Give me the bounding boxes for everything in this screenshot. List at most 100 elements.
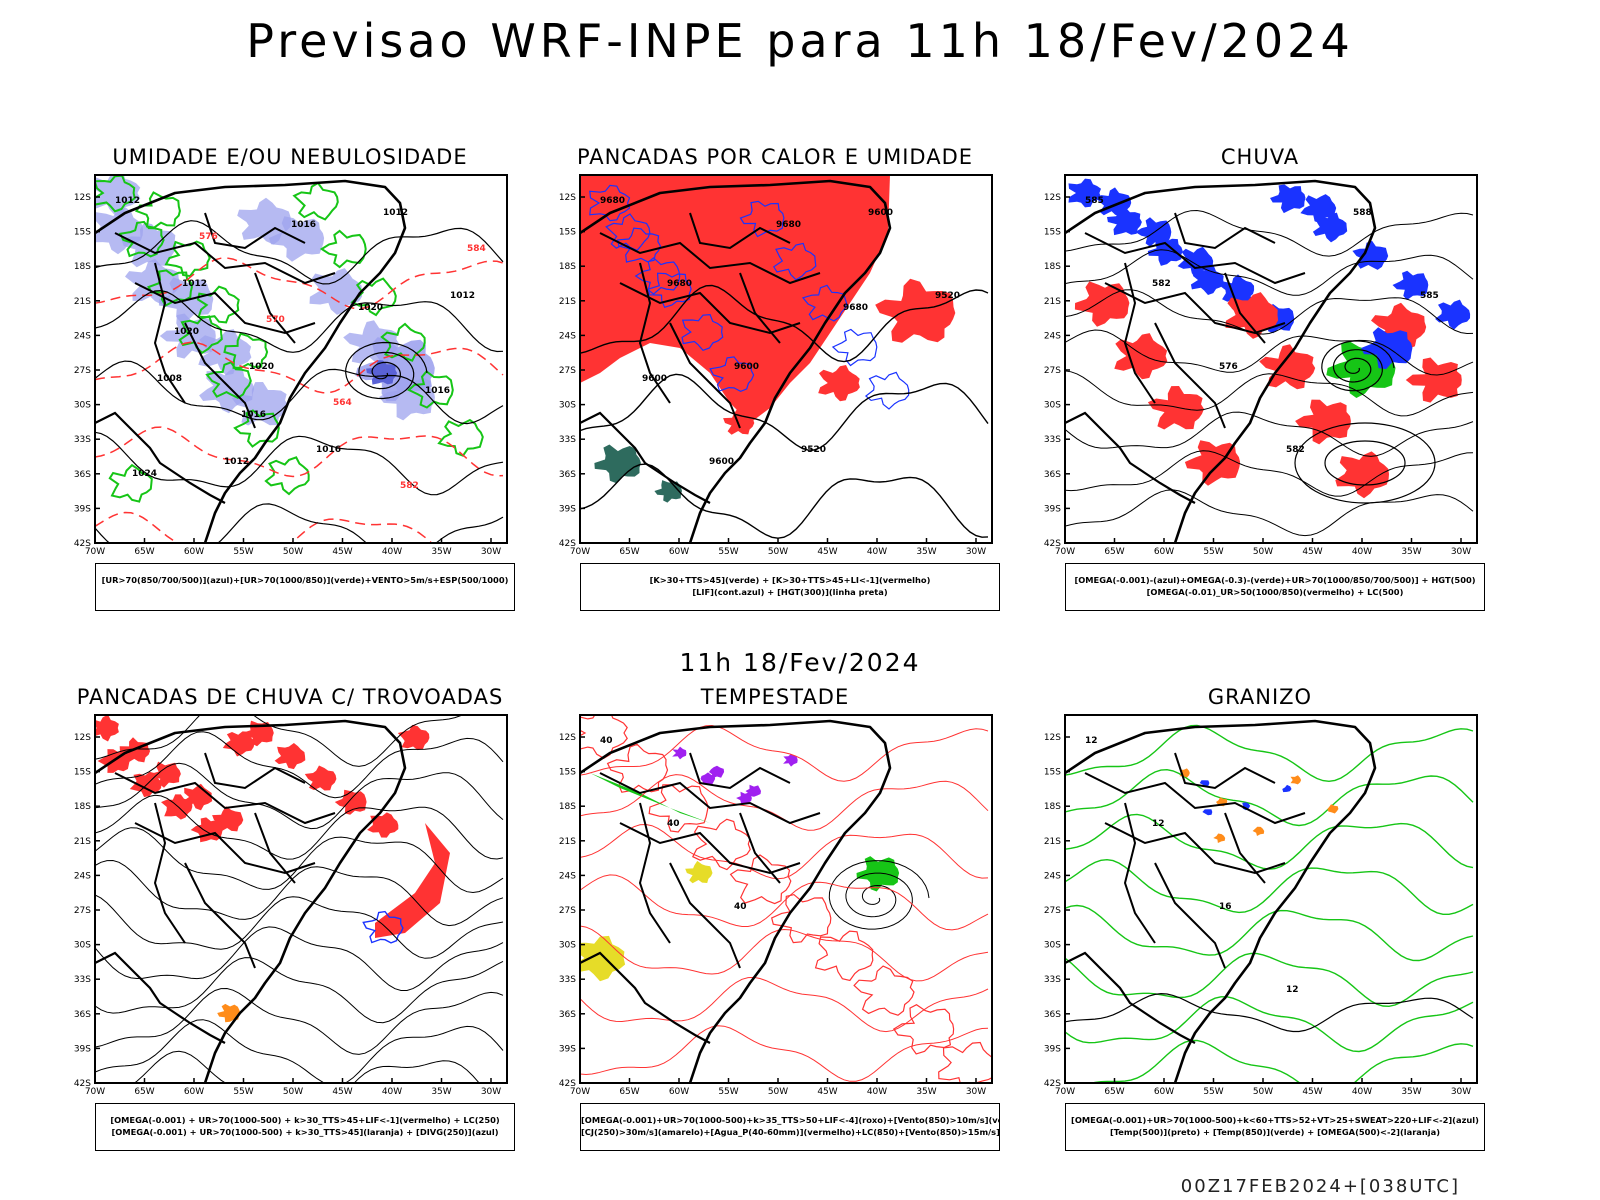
lon-label: 30W bbox=[481, 1087, 501, 1097]
lon-label: 40W bbox=[382, 547, 402, 557]
contour-label: 576 bbox=[1219, 362, 1238, 372]
lon-label: 60W bbox=[1154, 547, 1174, 557]
height-contour bbox=[580, 284, 989, 363]
omega-area bbox=[1068, 178, 1101, 208]
lon-label: 55W bbox=[718, 547, 738, 557]
lat-label: 27S bbox=[1044, 906, 1061, 916]
legend-line: [LIF](cont.azul) + [HGT(300)](linha pret… bbox=[692, 587, 888, 597]
lon-label: 50W bbox=[283, 547, 303, 557]
pressure-contour bbox=[580, 823, 989, 880]
lon-label: 60W bbox=[669, 1087, 689, 1097]
panel-trovoadas: PANCADAS DE CHUVA C/ TROVOADAS 12S 15S 18S… bbox=[55, 685, 525, 1167]
omega-area bbox=[1327, 804, 1339, 814]
coastline bbox=[580, 411, 711, 504]
streamline bbox=[95, 715, 464, 767]
panel-umidade: UMIDADE E/OU NEBULOSIDADE 1012 1012 1020 10… bbox=[55, 145, 525, 627]
rain-area bbox=[1335, 451, 1389, 499]
country-border bbox=[153, 262, 186, 404]
streamline bbox=[95, 731, 504, 799]
coastline bbox=[1065, 951, 1196, 1044]
map-frame bbox=[1064, 714, 1478, 1084]
lat-label: 24S bbox=[1044, 871, 1061, 881]
contour-label: 1016 bbox=[291, 220, 316, 230]
omega-area bbox=[1300, 194, 1337, 224]
cyclone-contour bbox=[1321, 340, 1395, 392]
water-contour bbox=[853, 965, 915, 1016]
humidity-core bbox=[366, 360, 398, 385]
map-layers: 40 40 40 12S 15S 18S 21S 24S 27S 30S 33S 36S 39S 42S7… bbox=[559, 714, 993, 1097]
map-frame bbox=[94, 174, 508, 544]
contour-label: 16 bbox=[1219, 902, 1232, 912]
cyclone-contour bbox=[828, 860, 930, 930]
contour-label: 1016 bbox=[316, 445, 341, 455]
country-border bbox=[204, 212, 306, 250]
water-contour bbox=[691, 818, 751, 871]
country-border bbox=[184, 322, 256, 429]
humidity-area bbox=[309, 268, 363, 315]
lat-label: 15S bbox=[559, 228, 576, 238]
lat-label: 42S bbox=[559, 1079, 576, 1089]
coastline bbox=[580, 951, 711, 1044]
lon-label: 65W bbox=[1104, 1087, 1124, 1097]
thunderstorm-area bbox=[304, 765, 337, 791]
high-contour bbox=[1324, 440, 1406, 486]
height-contour bbox=[1065, 209, 1474, 257]
water-contour bbox=[606, 743, 669, 793]
lat-label: 36S bbox=[1044, 1010, 1061, 1020]
map-frame bbox=[579, 714, 993, 1084]
country-border bbox=[114, 772, 336, 825]
map-frame bbox=[1064, 174, 1478, 544]
lon-label: 30W bbox=[966, 1087, 986, 1097]
panel-legend: [OMEGA(-0.001) + UR>70(1000-500) + k>30_… bbox=[95, 1103, 515, 1151]
coastline bbox=[1065, 719, 1377, 1083]
rain-area bbox=[1295, 399, 1351, 445]
lon-label: 45W bbox=[817, 1087, 837, 1097]
pressure-contour bbox=[580, 925, 989, 982]
pressure-contour bbox=[580, 724, 989, 782]
lat-label: 27S bbox=[559, 366, 576, 376]
lon-label: 35W bbox=[1401, 547, 1421, 557]
streamline bbox=[95, 859, 504, 927]
height-contour bbox=[1065, 329, 1474, 376]
omega-area bbox=[1270, 184, 1306, 214]
hail-area bbox=[1202, 809, 1213, 816]
country-border bbox=[1104, 282, 1286, 335]
contour-label: 1020 bbox=[174, 327, 199, 337]
contour-label: 12 bbox=[1286, 985, 1299, 995]
omega-area bbox=[1219, 274, 1255, 305]
coastline bbox=[95, 719, 407, 1083]
streamline bbox=[95, 957, 504, 1024]
humidity-contour bbox=[292, 181, 339, 221]
map-chuva: 585 582 576 582 588 585 12S 15S 18S 21S 24S 27S 30S 3… bbox=[1044, 174, 1478, 557]
map-layers: 585 582 576 582 588 585 12S 15S 18S 21S 24S 27S 30S 3… bbox=[1044, 174, 1478, 557]
water-contour bbox=[814, 930, 874, 982]
omega-area bbox=[1392, 270, 1429, 301]
lon-label: 70W bbox=[570, 1087, 590, 1097]
lat-label: 15S bbox=[559, 768, 576, 778]
thunderstorm-area bbox=[375, 823, 450, 938]
lat-label: 42S bbox=[559, 539, 576, 549]
lat-label: 33S bbox=[74, 435, 91, 445]
panel-legend: [K>30+TTS>45](verde) + [K>30+TTS>45+LI<-… bbox=[580, 563, 1000, 611]
humidity-area bbox=[121, 222, 177, 268]
lon-label: 50W bbox=[283, 1087, 303, 1097]
lat-label: 18S bbox=[1044, 262, 1061, 272]
pressure-contour bbox=[580, 976, 989, 1033]
lon-label: 70W bbox=[570, 547, 590, 557]
lat-label: 33S bbox=[74, 975, 91, 985]
lifted-index-contour bbox=[801, 284, 848, 322]
coastline bbox=[95, 411, 226, 504]
rain-area bbox=[1184, 440, 1241, 486]
country-border bbox=[1174, 212, 1276, 250]
lat-label: 15S bbox=[1044, 768, 1061, 778]
map-content: 585 582 576 582 588 585 bbox=[1065, 178, 1474, 543]
storm-area bbox=[736, 791, 752, 804]
lat-label: 15S bbox=[1044, 228, 1061, 238]
country-border bbox=[1154, 322, 1226, 429]
height-contour bbox=[1065, 411, 1474, 457]
lat-label: 36S bbox=[1044, 470, 1061, 480]
lat-label: 42S bbox=[1044, 539, 1061, 549]
lifted-index-contour bbox=[605, 213, 651, 252]
thunderstorm-area bbox=[397, 724, 430, 751]
